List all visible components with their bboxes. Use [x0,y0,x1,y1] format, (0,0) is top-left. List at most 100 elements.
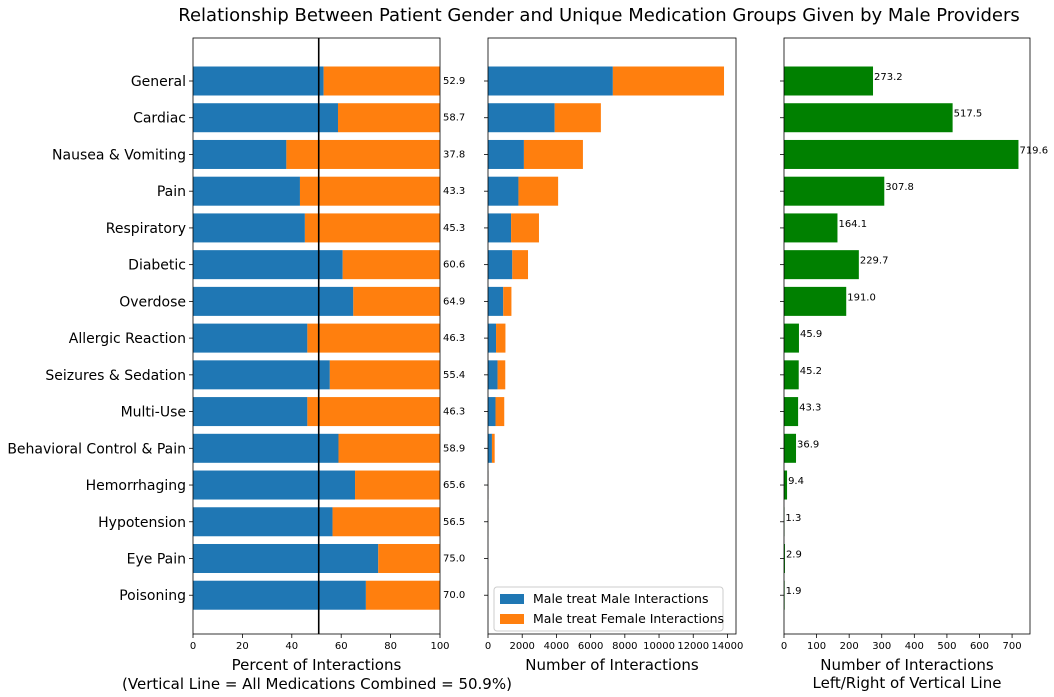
bar-female-percent [338,433,440,463]
x-axis-label: Number of Interactions [525,656,699,674]
x-tick-label: 600 [970,641,989,652]
bar-male-count [488,323,497,353]
bar-female-percent [307,323,440,353]
bar-female-count [491,433,495,463]
legend-box [493,586,724,632]
category-label: Multi-Use [121,405,186,421]
category-label: Behavioral Control & Pain [7,441,186,457]
bar-female-percent [355,470,440,500]
data-label: 55.4 [443,370,465,381]
plot-frame [487,37,737,635]
data-label: 45.9 [800,329,822,340]
bar-difference [784,433,797,463]
bar-male-percent [193,139,287,169]
bar-difference [784,286,847,316]
category-label: Poisoning [119,588,186,604]
bar-female-percent [365,580,440,610]
data-label: 52.9 [443,76,465,87]
x-axis-label-2: Left/Right of Vertical Line [813,674,1002,692]
data-label: 45.2 [800,366,822,377]
bar-female-count [512,250,529,280]
bar-male-count [488,360,498,390]
bar-male-percent [193,397,308,427]
x-tick-label: 14000 [712,641,744,652]
bar-female-count [554,103,601,133]
x-axis-label: Percent of Interactions [232,656,402,674]
category-label: Seizures & Sedation [45,368,186,384]
x-tick-label: 10000 [643,641,675,652]
data-label: 58.7 [443,113,465,124]
bar-female-percent [307,397,440,427]
plot-frame [192,37,441,635]
bar-female-count [495,397,505,427]
bar-male-count [488,213,512,243]
chart-title: Relationship Between Patient Gender and … [178,5,1019,26]
bar-difference [784,543,785,573]
category-label: Overdose [119,294,186,310]
data-label: 64.9 [443,296,465,307]
data-label: 65.6 [443,480,465,491]
legend-entry: Male treat Female Interactions [533,611,724,626]
bar-male-percent [193,323,308,353]
data-label: 1.9 [786,586,802,597]
x-tick-label: 0 [190,641,196,652]
data-label: 307.8 [885,182,914,193]
x-tick-label: 700 [1003,641,1022,652]
bar-male-percent [193,250,343,280]
x-tick-label: 60 [335,641,348,652]
data-label: 273.2 [874,72,903,83]
bar-difference [784,250,859,280]
x-tick-label: 8000 [612,641,637,652]
legend-swatch [500,594,524,604]
data-label: 70.0 [443,590,465,601]
x-tick-label: 200 [840,641,859,652]
bar-difference [784,139,1019,169]
bar-male-percent [193,213,305,243]
bar-female-count [497,360,506,390]
bar-male-count [488,103,555,133]
x-axis-label: Number of Interactions [820,656,994,674]
legend: Male treat Male Interactions Male treat F… [493,586,724,632]
bar-female-percent [299,176,440,206]
category-label: Hypotension [98,515,186,531]
bar-difference [784,66,874,96]
bar-difference [784,213,838,243]
x-tick-label: 0 [781,641,787,652]
x-tick-label: 2000 [509,641,534,652]
bar-male-count [488,139,524,169]
bar-difference [784,470,788,500]
x-tick-label: 12000 [677,641,709,652]
bar-female-count [496,323,506,353]
category-label: Pain [157,184,186,200]
panel-count: 0 2000 4000 6000 8000 10000 12000 14000 Number o… [484,37,744,674]
bar-male-percent [193,360,330,390]
bar-male-count [488,433,492,463]
bar-difference [784,323,799,353]
bar-female-count [511,213,539,243]
data-label: 43.3 [443,186,465,197]
bar-female-count [612,66,725,96]
bar-female-percent [332,507,440,537]
x-tick-label: 80 [384,641,397,652]
data-label: 1.3 [785,513,801,524]
bar-male-count [488,250,513,280]
x-tick-label: 100 [807,641,826,652]
data-label: 719.6 [1019,145,1048,156]
bar-male-percent [193,286,354,316]
bar-male-percent [193,66,324,96]
bar-female-percent [286,139,440,169]
bar-male-percent [193,103,338,133]
data-label: 164.1 [838,219,867,230]
bar-female-percent [304,213,440,243]
bar-male-count [488,176,519,206]
data-label: 46.3 [443,407,465,418]
bar-male-percent [193,580,366,610]
x-tick-label: 0 [485,641,491,652]
bar-male-count [488,66,613,96]
bar-male-percent [193,470,356,500]
panel-percent: General 52.9 Cardiac 58.7 Nausea & Vomiting 3… [7,37,512,693]
data-label: 37.8 [443,149,465,160]
bar-male-count [488,286,504,316]
category-label: General [131,74,186,90]
